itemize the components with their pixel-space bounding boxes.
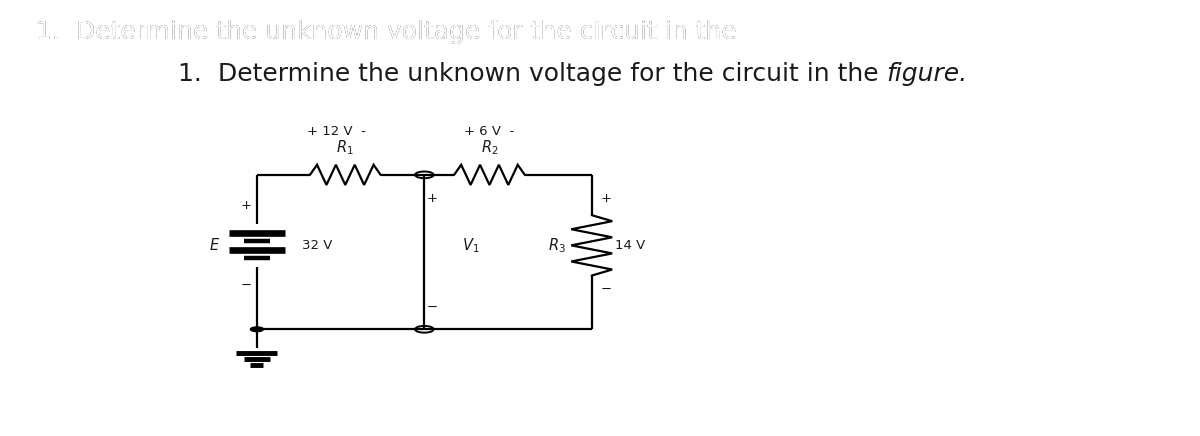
Text: $R_1$: $R_1$: [336, 139, 354, 157]
Text: figure.: figure.: [887, 62, 967, 86]
Text: 1.  Determine the unknown voltage for the circuit in the: 1. Determine the unknown voltage for the…: [36, 20, 745, 44]
Text: −: −: [426, 301, 437, 314]
Text: $V_1$: $V_1$: [462, 236, 479, 255]
Text: + 12 V  -: + 12 V -: [306, 125, 366, 138]
Text: 1.  Determine the unknown voltage for the circuit in the: 1. Determine the unknown voltage for the…: [178, 62, 887, 86]
Text: +: +: [600, 192, 611, 205]
Text: 32 V: 32 V: [301, 239, 332, 252]
Text: 1.  Determine the unknown voltage for the circuit in the: 1. Determine the unknown voltage for the…: [36, 20, 745, 44]
Text: $R_3$: $R_3$: [548, 236, 565, 255]
Text: $R_2$: $R_2$: [481, 139, 498, 157]
Circle shape: [251, 327, 264, 332]
Text: $E$: $E$: [209, 237, 220, 253]
Text: −: −: [240, 279, 251, 292]
Text: +: +: [240, 198, 251, 211]
Text: 14 V: 14 V: [616, 239, 646, 252]
Text: +: +: [426, 192, 437, 205]
Text: −: −: [600, 283, 611, 296]
Text: + 6 V  -: + 6 V -: [464, 125, 515, 138]
